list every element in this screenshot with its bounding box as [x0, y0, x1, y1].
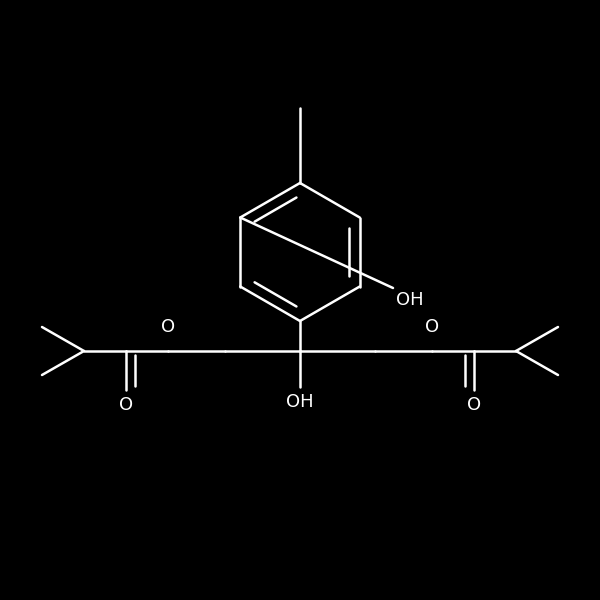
Text: O: O	[119, 396, 133, 414]
Text: O: O	[467, 396, 481, 414]
Text: O: O	[425, 318, 439, 336]
Text: OH: OH	[286, 393, 314, 411]
Text: OH: OH	[396, 291, 424, 309]
Text: O: O	[161, 318, 175, 336]
